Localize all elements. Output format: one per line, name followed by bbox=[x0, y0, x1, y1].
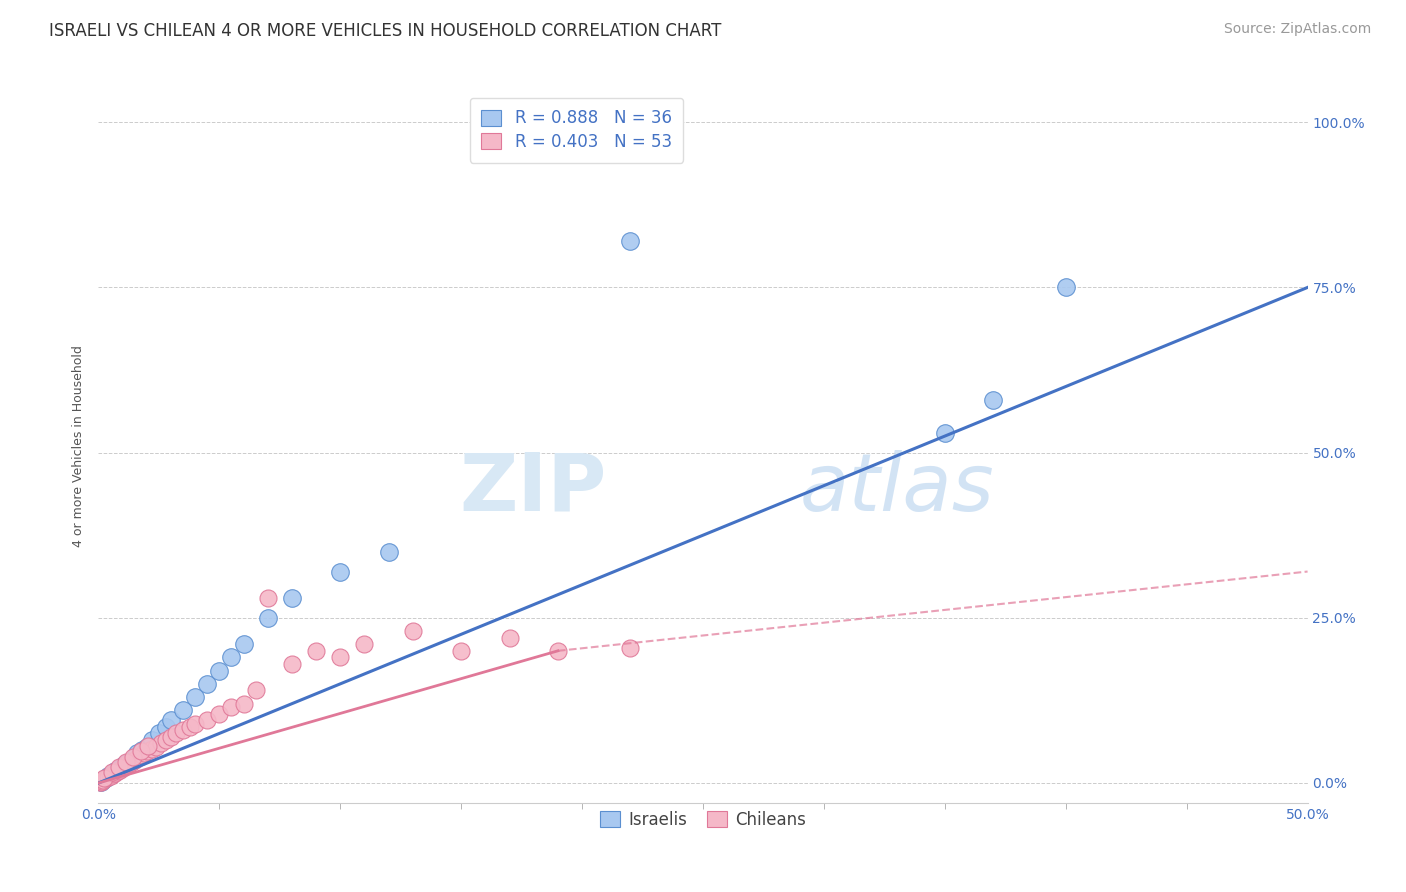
Point bbox=[160, 730, 183, 744]
Point bbox=[221, 650, 243, 665]
Point bbox=[305, 644, 328, 658]
Text: Source: ZipAtlas.com: Source: ZipAtlas.com bbox=[1223, 22, 1371, 37]
Point bbox=[150, 736, 173, 750]
Point bbox=[108, 760, 131, 774]
Point bbox=[129, 744, 152, 758]
Point bbox=[114, 757, 136, 772]
Point bbox=[93, 771, 115, 785]
Point bbox=[118, 755, 141, 769]
Text: atlas: atlas bbox=[800, 450, 994, 528]
Point bbox=[115, 755, 138, 769]
Point bbox=[135, 739, 157, 754]
Point bbox=[91, 772, 114, 787]
Point bbox=[141, 733, 163, 747]
Point bbox=[107, 763, 129, 777]
Point bbox=[94, 772, 117, 786]
Point bbox=[619, 640, 641, 655]
Point bbox=[184, 690, 207, 704]
Point bbox=[111, 759, 134, 773]
Point bbox=[179, 720, 201, 734]
Point bbox=[114, 759, 136, 773]
Point bbox=[90, 774, 112, 789]
Point bbox=[97, 770, 120, 784]
Point bbox=[100, 765, 122, 780]
Point bbox=[101, 767, 124, 781]
Point bbox=[172, 723, 194, 738]
Point bbox=[172, 703, 194, 717]
Point bbox=[122, 749, 145, 764]
Point bbox=[124, 753, 146, 767]
Legend: Israelis, Chileans: Israelis, Chileans bbox=[592, 803, 814, 838]
Point bbox=[353, 637, 375, 651]
Point bbox=[91, 774, 114, 789]
Text: ISRAELI VS CHILEAN 4 OR MORE VEHICLES IN HOUSEHOLD CORRELATION CHART: ISRAELI VS CHILEAN 4 OR MORE VEHICLES IN… bbox=[49, 22, 721, 40]
Point bbox=[1054, 280, 1077, 294]
Point bbox=[256, 591, 278, 605]
Point bbox=[208, 664, 231, 678]
Point bbox=[90, 774, 112, 789]
Point bbox=[128, 749, 150, 764]
Point bbox=[148, 726, 170, 740]
Point bbox=[108, 763, 131, 777]
Point bbox=[232, 637, 254, 651]
Point bbox=[281, 657, 304, 671]
Point bbox=[245, 683, 267, 698]
Point bbox=[111, 761, 134, 775]
Point bbox=[221, 700, 243, 714]
Point bbox=[100, 769, 122, 783]
Point bbox=[108, 761, 131, 775]
Point bbox=[104, 766, 127, 780]
Point bbox=[89, 775, 111, 789]
Point bbox=[127, 746, 149, 760]
Point bbox=[117, 757, 139, 772]
Point bbox=[155, 733, 177, 747]
Point bbox=[145, 739, 167, 754]
Point bbox=[934, 425, 956, 440]
Point bbox=[118, 756, 141, 771]
Point bbox=[94, 771, 117, 785]
Point bbox=[981, 392, 1004, 407]
Point bbox=[141, 741, 163, 756]
Point bbox=[131, 743, 153, 757]
Point bbox=[208, 706, 231, 721]
Point bbox=[155, 720, 177, 734]
Point bbox=[402, 624, 425, 638]
Point bbox=[91, 772, 114, 787]
Text: ZIP: ZIP bbox=[458, 450, 606, 528]
Point bbox=[121, 753, 143, 767]
Point bbox=[619, 234, 641, 248]
Point bbox=[135, 744, 157, 758]
Point bbox=[117, 756, 139, 771]
Point bbox=[100, 768, 122, 782]
Point bbox=[195, 677, 218, 691]
Point bbox=[256, 611, 278, 625]
Point bbox=[547, 644, 569, 658]
Point bbox=[136, 739, 159, 753]
Point bbox=[134, 746, 156, 760]
Point bbox=[498, 631, 520, 645]
Point bbox=[450, 644, 472, 658]
Point bbox=[281, 591, 304, 605]
Point bbox=[121, 755, 143, 769]
Y-axis label: 4 or more Vehicles in Household: 4 or more Vehicles in Household bbox=[72, 345, 84, 547]
Point bbox=[329, 650, 352, 665]
Point bbox=[232, 697, 254, 711]
Point bbox=[124, 749, 146, 764]
Point bbox=[184, 716, 207, 731]
Point bbox=[329, 565, 352, 579]
Point bbox=[160, 713, 183, 727]
Point bbox=[127, 751, 149, 765]
Point bbox=[131, 748, 153, 763]
Point bbox=[195, 713, 218, 727]
Point bbox=[165, 726, 187, 740]
Point bbox=[101, 766, 124, 780]
Point bbox=[377, 545, 399, 559]
Point bbox=[104, 764, 127, 778]
Point bbox=[107, 764, 129, 778]
Point bbox=[97, 769, 120, 783]
